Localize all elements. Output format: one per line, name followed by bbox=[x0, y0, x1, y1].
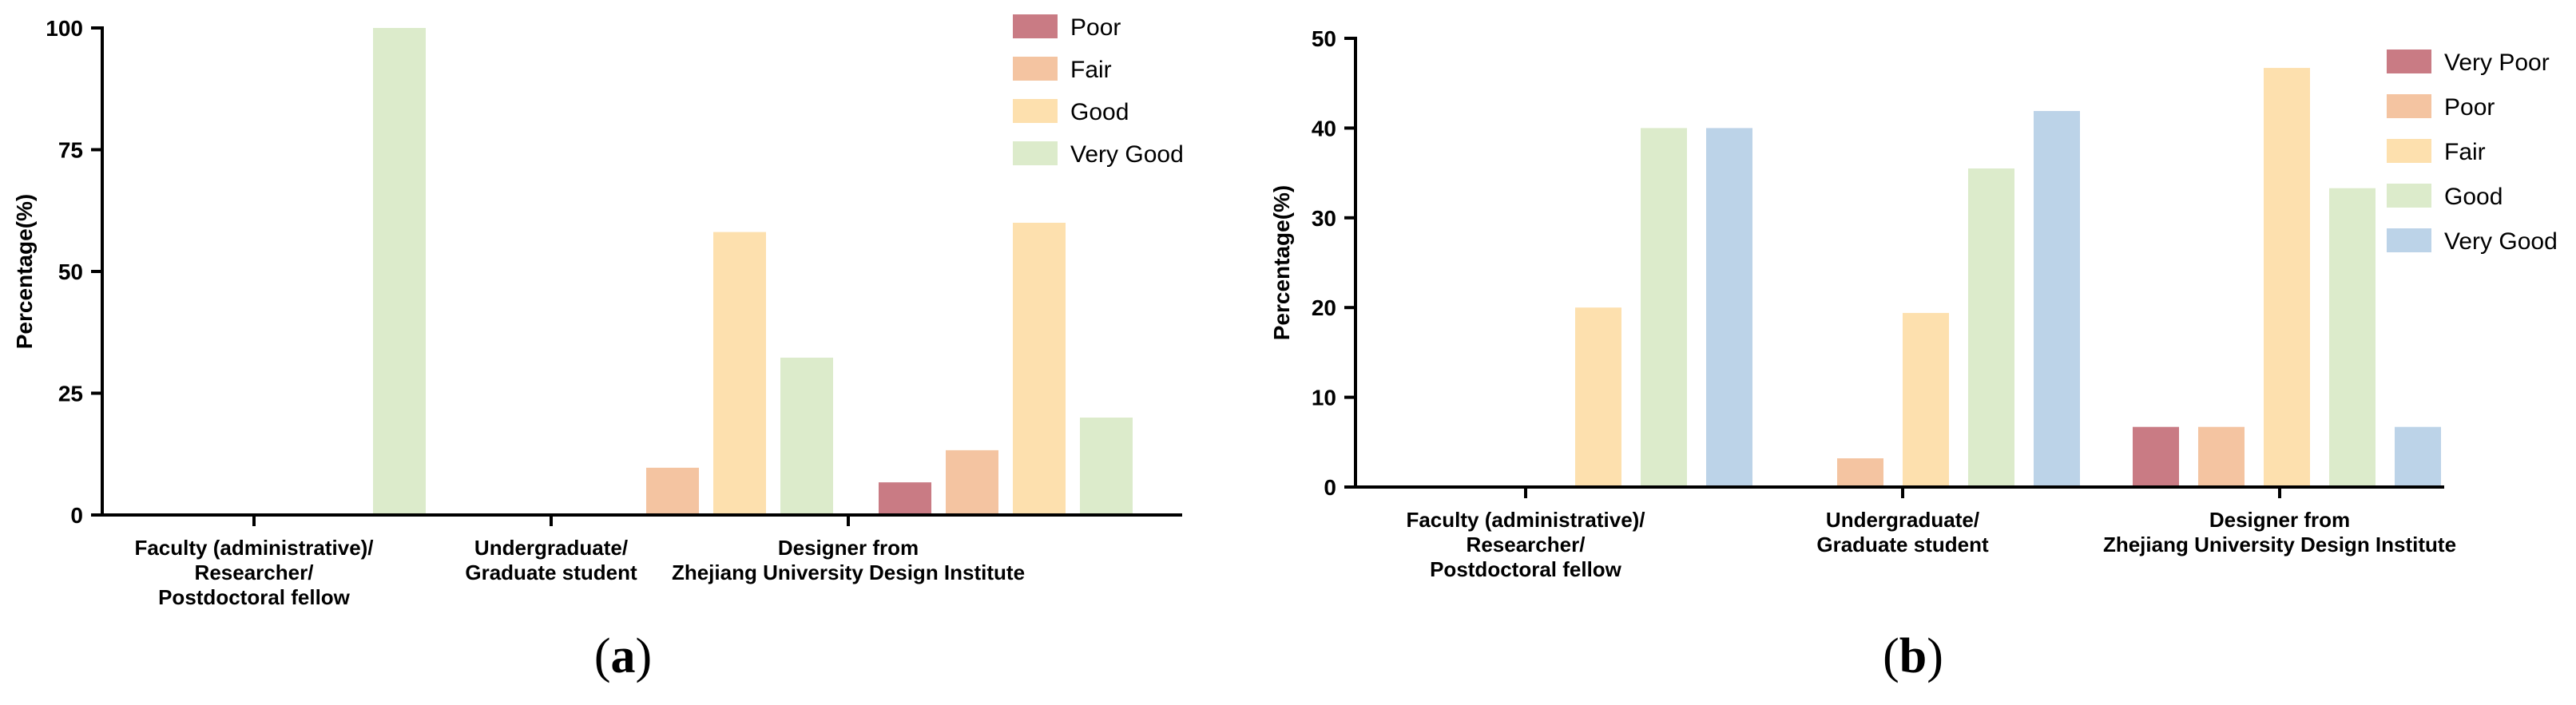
legend-swatch bbox=[2387, 184, 2431, 208]
bar-b-c2-very-poor bbox=[2133, 426, 2179, 487]
legend-swatch bbox=[2387, 50, 2431, 73]
legend-label: Fair bbox=[1070, 57, 1112, 83]
x-category-label: Designer from Zhejiang University Design … bbox=[2103, 508, 2456, 556]
legend-swatch bbox=[1013, 57, 1058, 81]
bar-b-c2-poor bbox=[2198, 426, 2245, 487]
legend-label: Very Good bbox=[1070, 141, 1184, 168]
y-tick-label: 0 bbox=[1324, 475, 1336, 500]
y-tick-label: 30 bbox=[1312, 206, 1336, 231]
legend-swatch bbox=[2387, 228, 2431, 252]
bar-b-c1-good bbox=[1968, 168, 2014, 488]
y-tick-label: 100 bbox=[46, 16, 83, 41]
y-axis-title: Percentage(%) bbox=[1269, 185, 1294, 341]
legend-label: Good bbox=[2444, 184, 2503, 210]
bar-a-c1-very-good bbox=[780, 357, 833, 515]
bar-a-c2-good bbox=[1013, 223, 1066, 515]
y-tick-label: 40 bbox=[1312, 116, 1336, 141]
bar-a-c1-fair bbox=[646, 467, 699, 515]
legend-swatch bbox=[2387, 139, 2431, 163]
x-category-label: Faculty (administrative)/Researcher/Post… bbox=[134, 536, 373, 609]
bar-b-c0-fair bbox=[1575, 307, 1621, 487]
panel-caption: (b) bbox=[1883, 629, 1943, 683]
bar-b-c2-very-good bbox=[2395, 426, 2441, 487]
legend-label: Poor bbox=[1070, 14, 1121, 41]
bar-b-c0-good bbox=[1641, 128, 1687, 487]
chart-panel-b: 0 10 20 30 40 50 Faculty (administrative)/Rese… bbox=[1269, 26, 2558, 683]
y-tick-label: 10 bbox=[1312, 386, 1336, 410]
bar-a-c2-very-good bbox=[1080, 418, 1133, 515]
y-tick-label: 0 bbox=[70, 503, 83, 528]
legend-label: Fair bbox=[2444, 139, 2486, 165]
x-category-label: Undergraduate/Graduate student bbox=[1816, 508, 1989, 556]
bar-b-c0-very-good bbox=[1706, 128, 1752, 487]
legend-swatch bbox=[1013, 141, 1058, 165]
bar-a-c2-fair bbox=[946, 450, 998, 515]
x-category-label: Faculty (administrative)/Researcher/Post… bbox=[1406, 508, 1645, 581]
bar-a-c0-very-good bbox=[373, 28, 426, 515]
y-axis-title: Percentage(%) bbox=[12, 194, 37, 350]
legend-label: Poor bbox=[2444, 94, 2495, 121]
bar-a-c2-poor bbox=[879, 482, 931, 515]
legend-label: Very Poor bbox=[2444, 50, 2550, 76]
x-category-label: Designer from Zhejiang University Design … bbox=[672, 536, 1025, 584]
y-tick-label: 50 bbox=[58, 259, 83, 284]
bar-b-c1-fair bbox=[1903, 312, 1949, 487]
legend-swatch bbox=[1013, 14, 1058, 38]
y-tick-label: 75 bbox=[58, 138, 83, 163]
y-tick-label: 25 bbox=[58, 382, 83, 406]
bar-b-c1-very-good bbox=[2034, 111, 2080, 487]
legend-label: Very Good bbox=[2444, 228, 2558, 255]
legend-swatch bbox=[2387, 94, 2431, 118]
y-tick-label: 50 bbox=[1312, 26, 1336, 51]
y-tick-label: 20 bbox=[1312, 295, 1336, 320]
chart-panel-a: 0 25 50 75 100 Faculty (administrative)/Resea… bbox=[12, 14, 1184, 683]
legend-label: Good bbox=[1070, 99, 1129, 125]
legend-swatch bbox=[1013, 99, 1058, 123]
bar-b-c2-good bbox=[2329, 188, 2376, 487]
panel-caption: (a) bbox=[594, 629, 652, 683]
bar-a-c1-good bbox=[713, 232, 766, 515]
bar-b-c1-poor bbox=[1837, 458, 1883, 487]
x-category-label: Undergraduate/Graduate student bbox=[465, 536, 637, 584]
bar-b-c2-fair bbox=[2264, 68, 2310, 488]
